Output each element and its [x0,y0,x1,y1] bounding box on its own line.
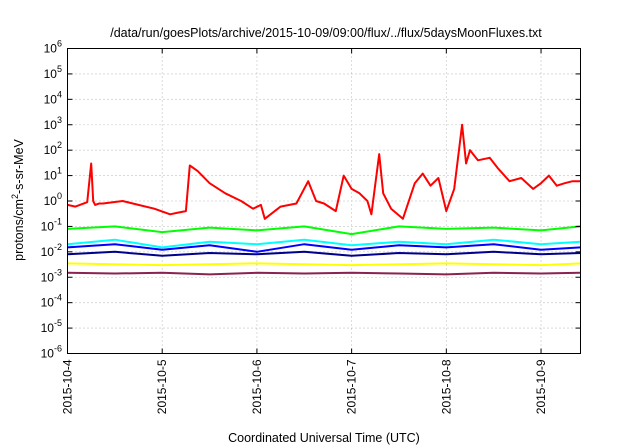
x-tick-label: 2015-10-6 [250,359,264,414]
y-axis-label-unit: -s-sr-MeV [12,138,26,194]
y-axis-label-main: protons/cm [12,199,26,261]
x-tick-label: 2015-10-5 [155,359,169,414]
x-tick-label: 2015-10-9 [534,359,548,414]
y-tick-label: 10-5 [41,318,62,335]
series-line [67,225,581,236]
y-tick-base: 10 [44,42,58,56]
y-tick-exponent: 4 [57,89,62,99]
y-tick-label: 100 [44,191,62,208]
y-tick-label: 101 [44,166,62,183]
series-line [67,250,581,257]
y-tick-label: 10-1 [41,216,62,233]
y-tick-label: 102 [44,140,62,157]
y-tick-exponent: -4 [54,293,62,303]
y-tick-exponent: 1 [57,166,62,176]
axis-ticks [67,48,581,354]
y-tick-label: 106 [44,39,62,56]
y-axis-label-superscript: 2 [10,194,20,199]
x-tick-label: 2015-10-7 [345,359,359,414]
y-tick-exponent: 5 [57,64,62,74]
y-tick-base: 10 [44,118,58,132]
series-line [67,271,581,276]
series-line [67,238,581,249]
x-axis-label: Coordinated Universal Time (UTC) [228,431,420,445]
y-tick-exponent: 0 [57,191,62,201]
y-tick-label: 10-2 [41,242,62,259]
y-tick-base: 10 [41,245,55,259]
series-line [67,123,581,220]
y-tick-exponent: -2 [54,242,62,252]
chart-title: /data/run/goesPlots/archive/2015-10-09/0… [110,26,542,40]
x-tick-label: 2015-10-8 [439,359,453,414]
grid-lines [67,48,581,354]
y-tick-base: 10 [41,347,55,361]
y-tick-label: 104 [44,89,62,106]
y-axis-label: protons/cm2-s-sr-MeV [10,138,26,260]
y-tick-base: 10 [44,67,58,81]
y-tick-exponent: -1 [54,216,62,226]
y-tick-base: 10 [41,296,55,310]
y-tick-label: 103 [44,115,62,132]
y-tick-label: 105 [44,64,62,81]
y-tick-label: 10-6 [41,344,62,361]
data-series [67,123,581,276]
y-axis-tick-labels: 10-610-510-410-310-210-11001011021031041… [41,39,62,361]
y-tick-exponent: -5 [54,318,62,328]
y-tick-base: 10 [41,219,55,233]
y-tick-base: 10 [44,169,58,183]
y-tick-exponent: 2 [57,140,62,150]
y-tick-base: 10 [44,92,58,106]
y-tick-base: 10 [41,270,55,284]
y-tick-base: 10 [44,143,58,157]
y-tick-exponent: 6 [57,39,62,49]
y-tick-label: 10-4 [41,293,62,310]
y-tick-exponent: 3 [57,115,62,125]
x-tick-label: 2015-10-4 [61,359,75,414]
series-line [67,243,581,253]
y-tick-exponent: -3 [54,267,62,277]
y-tick-label: 10-3 [41,267,62,284]
x-axis-tick-labels: 2015-10-4 2015-10-5 2015-10-6 2015-10-7 2015… [61,359,549,414]
y-tick-base: 10 [41,321,55,335]
y-tick-base: 10 [44,194,58,208]
y-tick-exponent: -6 [54,344,62,354]
series-line [67,262,581,267]
